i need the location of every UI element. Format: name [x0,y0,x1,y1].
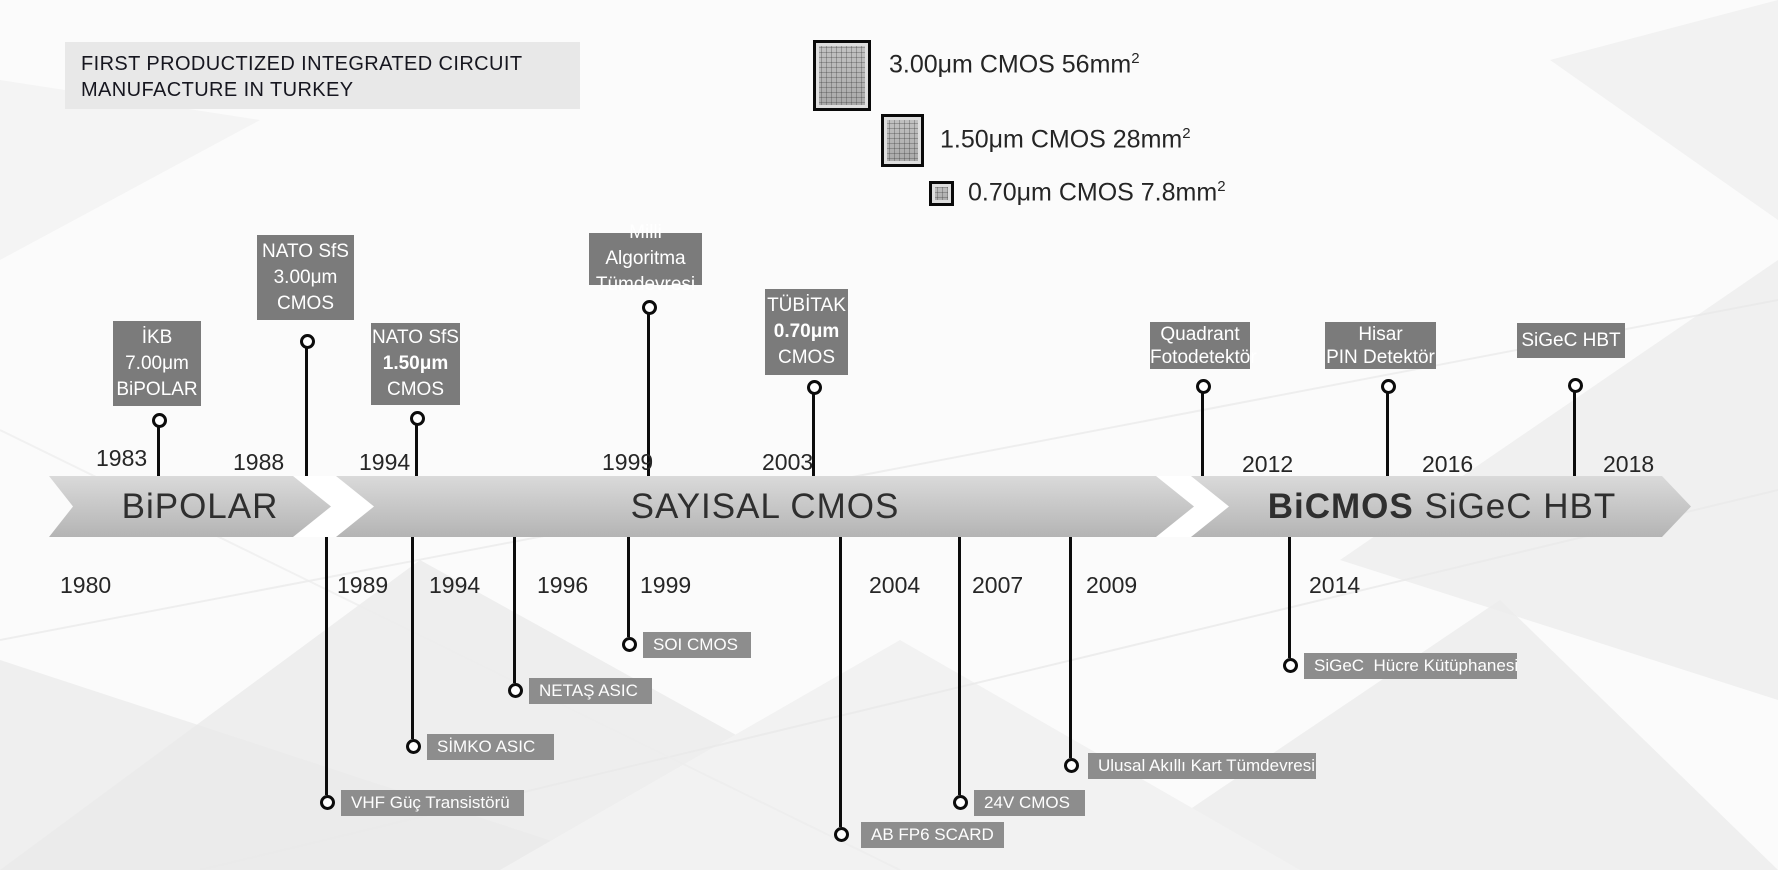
chip-label-0_7um: 0.70μm CMOS 7.8mm2 [968,178,1226,207]
event-box-tubitak-0_7um: TÜBİTAK 0.70μm CMOS [765,289,848,375]
slide-title: FIRST PRODUCTIZED INTEGRATED CIRCUIT MAN… [65,42,580,109]
year-label-1994-above: 1994 [359,449,411,475]
event-connector-line [1573,392,1576,476]
event-marker-circle [1381,379,1396,394]
chip-die-photo-0_7um [929,181,954,206]
event-box-quadrant-fotodetektor: Quadrant Fotodetektör [1150,322,1257,369]
year-label-2007: 2007 [972,572,1024,598]
event-marker-circle [642,300,657,315]
event-connector-line [839,537,842,827]
event-marker-circle [300,334,315,349]
segment-label-bicmos-sigec-hbt: BiCMOS SiGeC HBT [1267,486,1617,526]
timeline-arrow-band [49,476,1691,537]
year-label-1983: 1983 [96,445,148,471]
event-marker-circle [152,413,167,428]
event-connector-line [415,425,418,476]
chip-label-1_5um: 1.50μm CMOS 28mm2 [940,125,1191,154]
event-connector-line [1201,393,1204,476]
year-label-1999-above: 1999 [602,449,654,475]
event-connector-line [812,394,815,476]
year-label-1994-below: 1994 [429,572,481,598]
event-box-milli-algoritma: Milli Algoritma Tümdevresi [589,222,702,295]
event-marker-circle [807,380,822,395]
slide-title-line1: FIRST PRODUCTIZED INTEGRATED CIRCUIT [81,53,523,75]
band-shape [49,476,1691,537]
event-connector-line [627,537,630,637]
year-label-2003: 2003 [762,449,814,475]
event-connector-line [411,537,414,739]
year-label-2009: 2009 [1086,572,1138,598]
event-marker-circle [410,411,425,426]
slide-title-line2: MANUFACTURE IN TURKEY [81,79,354,101]
superscript: 2 [1131,50,1140,67]
year-label-2018: 2018 [1603,451,1655,477]
event-box-nato-sfs-3um: NATO SfS 3.00μm CMOS [257,235,354,320]
year-label-1980: 1980 [60,572,112,598]
event-tag-soi-cmos: SOI CMOS [643,632,751,658]
event-tag-netas-asic: NETAŞ ASIC [529,678,652,704]
event-marker-circle [834,827,849,842]
superscript: 2 [1217,178,1226,195]
segment-separator-chevron-1 [293,476,374,537]
event-connector-line [1386,393,1389,476]
segment-label-bipolar: BiPOLAR [121,486,279,526]
event-tag-sigec-hucre-kutuphanesi: SiGeC Hücre Kütüphanesi [1304,653,1518,679]
segment-label-sayisal-cmos: SAYISAL CMOS [630,486,900,526]
event-connector-line [1288,537,1291,658]
event-tag-24v-cmos: 24V CMOS [974,790,1085,816]
year-label-2014: 2014 [1309,572,1361,598]
year-label-1996: 1996 [537,572,589,598]
event-tag-ab-fp6-scard: AB FP6 SCARD [861,822,1004,848]
chip-die-photo-3um [813,40,871,111]
event-connector-line [1069,537,1072,758]
event-tag-simko-asic: SİMKO ASIC [427,734,554,760]
event-marker-circle [1196,379,1211,394]
event-marker-circle [1064,758,1079,773]
event-marker-circle [1283,658,1298,673]
event-tag-vhf-guc-transistoru: VHF Güç Transistörü [341,790,524,816]
event-marker-circle [622,637,637,652]
year-label-1989: 1989 [337,572,389,598]
event-marker-circle [1568,378,1583,393]
event-box-hisar-pin-detektor: Hisar PIN Detektör [1325,322,1436,369]
year-label-1988: 1988 [233,449,285,475]
event-connector-line [513,537,516,683]
event-marker-circle [320,795,335,810]
event-box-sigec-hbt: SiGeC HBT [1517,323,1625,358]
event-tag-ulusal-akilli-kart: Ulusal Akıllı Kart Tümdevresi [1088,753,1316,779]
chip-die-photo-1_5um [881,114,924,167]
event-marker-circle [953,795,968,810]
event-connector-line [958,537,961,795]
year-label-2012: 2012 [1242,451,1294,477]
year-label-2004: 2004 [869,572,921,598]
event-box-ikb-bipolar: İKB 7.00μm BiPOLAR [113,321,201,406]
event-marker-circle [508,683,523,698]
event-connector-line [325,537,328,795]
superscript: 2 [1182,125,1191,142]
event-connector-line [305,348,308,476]
year-label-2016: 2016 [1422,451,1474,477]
event-box-nato-sfs-1_5um: NATO SfS 1.50μm CMOS [371,323,460,405]
event-connector-line [647,314,650,476]
year-label-1999-below: 1999 [640,572,692,598]
event-marker-circle [406,739,421,754]
segment-separator-chevron-2 [1156,476,1229,537]
event-connector-line [157,427,160,476]
chip-label-3um: 3.00μm CMOS 56mm2 [889,50,1140,79]
